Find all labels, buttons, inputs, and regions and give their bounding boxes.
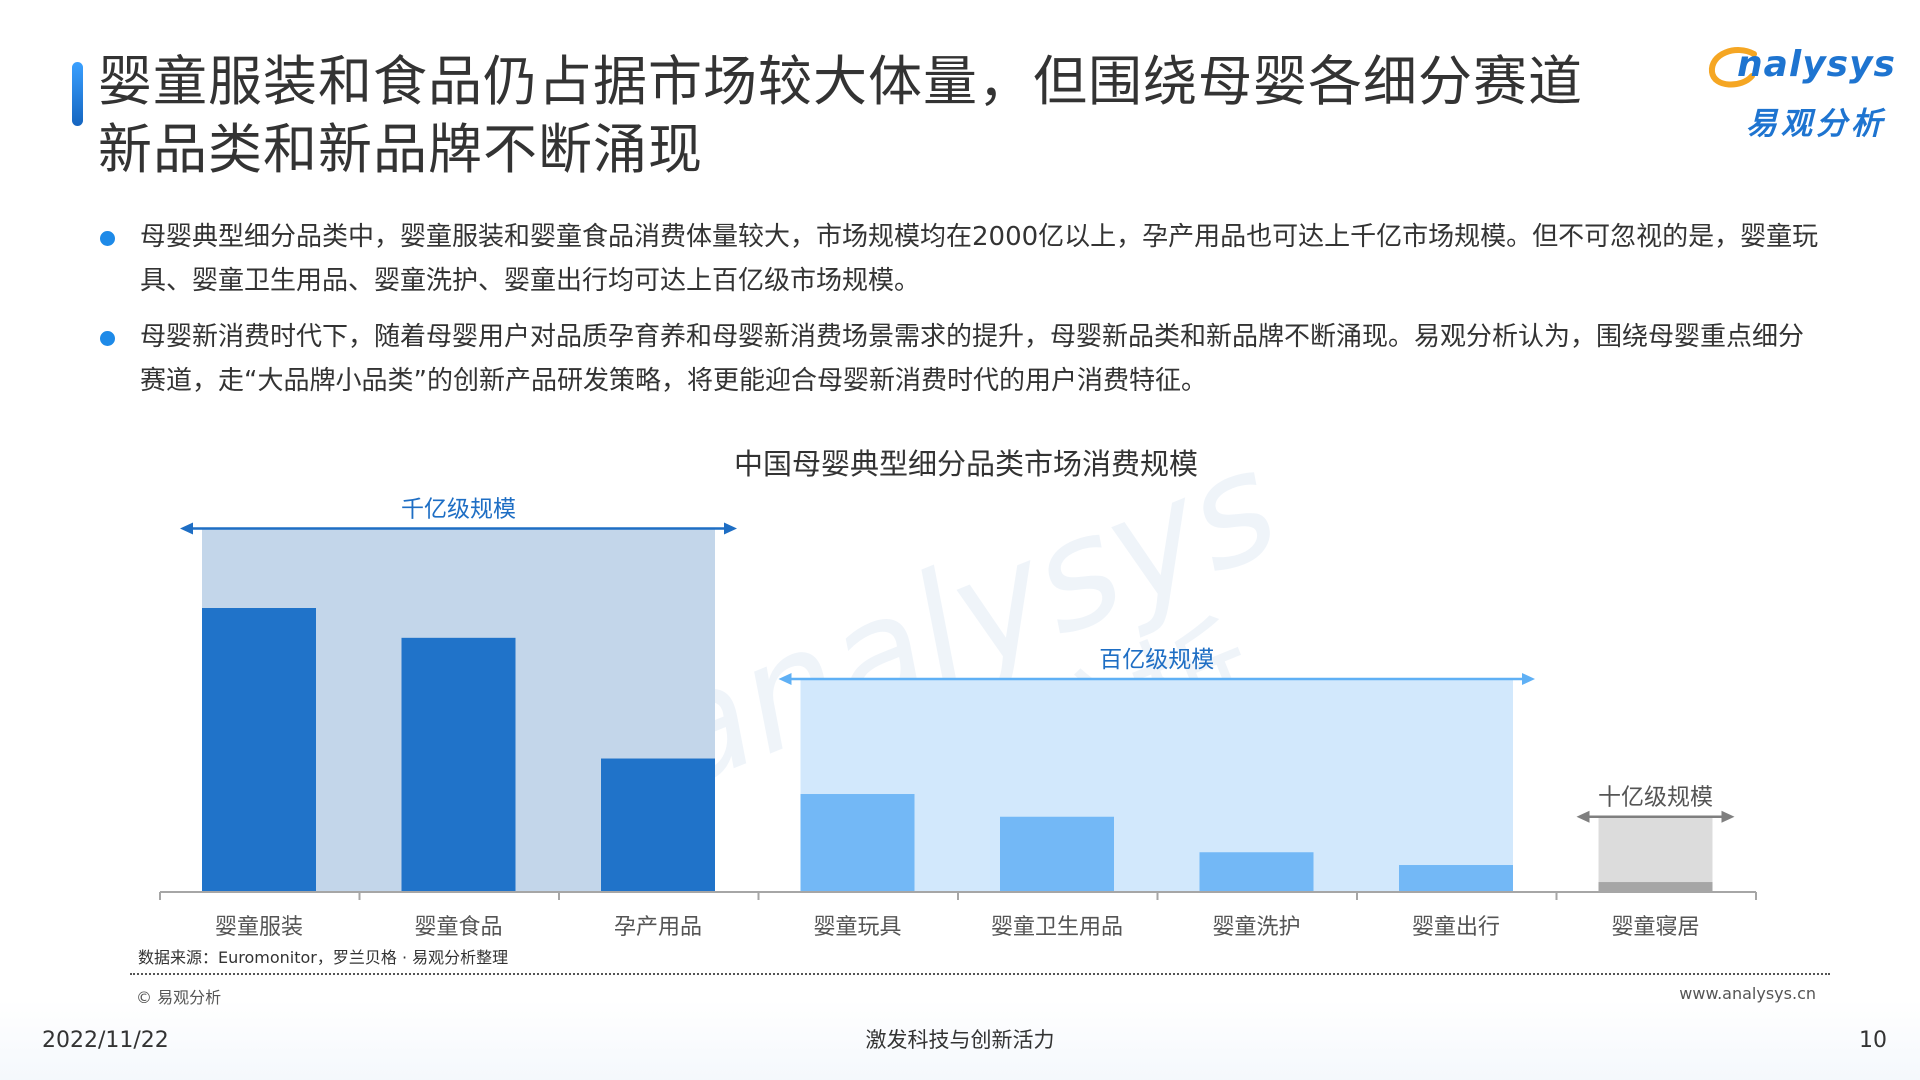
- title-accent-bar: [72, 62, 83, 126]
- group-arrow: [1576, 810, 1735, 823]
- footer-slogan: 激发科技与创新活力: [865, 1028, 1055, 1052]
- bars: [202, 608, 1713, 892]
- category-label: 婴童寝居: [1611, 915, 1699, 940]
- page-title: 婴童服装和食品仍占据市场较大体量，但围绕母婴各细分赛道 新品类和新品牌不断涌现: [98, 48, 1698, 184]
- page-title-line-1: 婴童服装和食品仍占据市场较大体量，但围绕母婴各细分赛道: [98, 50, 1583, 113]
- page-title-line-2: 新品类和新品牌不断涌现: [98, 118, 703, 181]
- category-labels: 婴童服装 婴童食品 孕产用品 婴童玩具 婴童卫生用品 婴童洗护 婴童出行 婴童寝居: [215, 915, 1700, 940]
- bullet-item-1: 母婴典型细分品类中，婴童服装和婴童食品消费体量较大，市场规模均在2000亿以上，…: [100, 215, 1820, 303]
- bar: [401, 637, 516, 892]
- bar: [1598, 882, 1713, 892]
- bar: [1399, 865, 1513, 892]
- group-label: 十亿级规模: [1598, 785, 1713, 811]
- bar: [1199, 852, 1314, 892]
- bullet-text-1: 母婴典型细分品类中，婴童服装和婴童食品消费体量较大，市场规模均在2000亿以上，…: [140, 222, 1819, 296]
- bullet-text-2: 母婴新消费时代下，随着母婴用户对品质孕育养和母婴新消费场景需求的提升，母婴新品类…: [140, 322, 1805, 396]
- group-label: 千亿级规模: [401, 496, 516, 522]
- report-date: 2022/11/22: [42, 1028, 169, 1053]
- footer-strip: [0, 1000, 1920, 1080]
- bullet-item-2: 母婴新消费时代下，随着母婴用户对品质孕育养和母婴新消费场景需求的提升，母婴新品类…: [100, 315, 1820, 403]
- category-label: 婴童洗护: [1212, 915, 1300, 940]
- category-label: 婴童食品: [414, 915, 502, 940]
- category-label: 孕产用品: [614, 915, 702, 940]
- logo-swoosh-icon: [1708, 47, 1757, 88]
- group-background: [1598, 816, 1713, 892]
- category-label: 婴童服装: [215, 915, 303, 940]
- logo-text-cn: 易观分析: [1746, 106, 1886, 142]
- data-source-note: 数据来源：Euromonitor，罗兰贝格 · 易观分析整理: [138, 948, 509, 967]
- group-label: 百亿级规模: [1099, 647, 1214, 673]
- bullet-list: 母婴典型细分品类中，婴童服装和婴童食品消费体量较大，市场规模均在2000亿以上，…: [100, 215, 1820, 415]
- chart-title: 中国母婴典型细分品类市场消费规模: [734, 447, 1198, 481]
- bar: [202, 608, 316, 892]
- category-label: 婴童卫生用品: [991, 915, 1123, 940]
- page-number: 10: [1859, 1028, 1887, 1053]
- x-axis-ticks: [159, 892, 1757, 900]
- bullet-dot-icon: [100, 231, 115, 246]
- bar: [1000, 816, 1114, 892]
- group-arrow: [778, 673, 1535, 685]
- group-arrow: [180, 522, 737, 535]
- category-label: 婴童玩具: [813, 915, 901, 940]
- analysys-logo: nalysys 易观分析: [1706, 44, 1896, 144]
- bullet-dot-icon: [100, 331, 115, 346]
- footer-divider: [130, 973, 1830, 975]
- category-label: 婴童出行: [1412, 915, 1500, 940]
- bar: [800, 794, 915, 892]
- logo-text-en: nalysys: [1736, 44, 1896, 85]
- bar: [601, 758, 715, 892]
- website-link[interactable]: www.analysys.cn: [1679, 984, 1816, 1003]
- group-background: [800, 679, 1513, 892]
